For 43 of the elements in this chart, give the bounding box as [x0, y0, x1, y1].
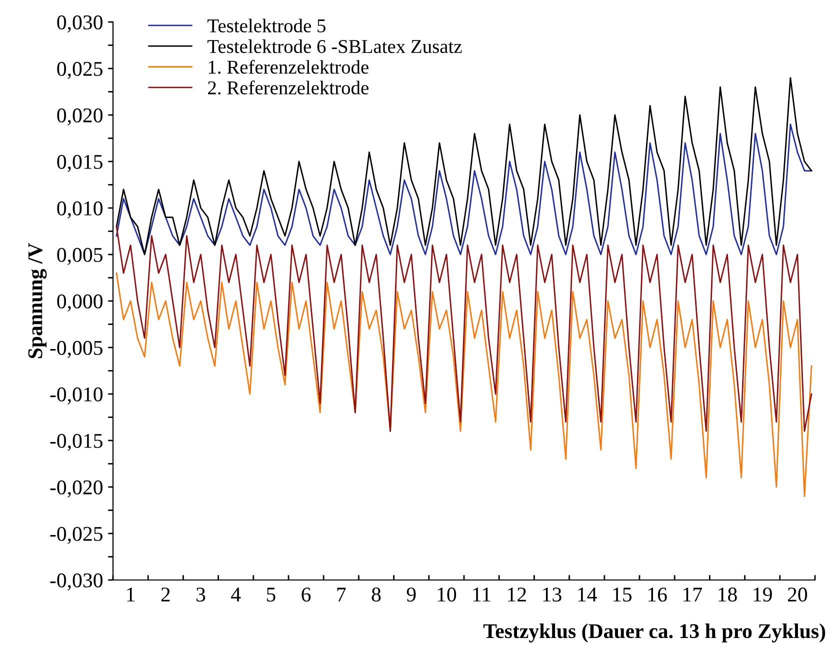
x-tick-label: 20 — [788, 588, 808, 602]
x-axis-title: Testzyklus (Dauer ca. 13 h pro Zyklus) — [483, 624, 826, 642]
x-tick-label: 18 — [718, 588, 737, 602]
legend-label: 1. Referenzelektrode — [208, 60, 368, 74]
line-series — [116, 226, 812, 432]
x-tick-label: 4 — [231, 588, 241, 602]
y-tick-label: -0,010 — [50, 387, 102, 404]
x-tick-label: 15 — [613, 588, 632, 602]
y-tick-label: -0,020 — [50, 480, 102, 498]
x-tick-label: 16 — [648, 588, 667, 602]
x-tick-label: 17 — [684, 588, 702, 602]
x-tick-label: 9 — [406, 588, 416, 602]
x-tick-label: 1 — [127, 588, 135, 602]
x-tick-label: 10 — [438, 588, 456, 602]
x-tick-label: 13 — [543, 588, 562, 602]
y-tick-label: -0,015 — [50, 434, 102, 451]
line-series — [116, 124, 812, 256]
x-tick-label: 3 — [196, 588, 206, 602]
y-tick-label: 0,025 — [57, 62, 102, 79]
y-tick-label: 0,015 — [57, 154, 102, 172]
x-tick-label: 8 — [372, 588, 381, 602]
legend-label: Testelektrode 6 -SBLatex Zusatz — [208, 39, 462, 54]
line-series — [116, 77, 812, 256]
y-tick-label: 0,030 — [57, 15, 102, 32]
x-tick-label: 5 — [266, 588, 276, 602]
line-series — [116, 272, 812, 497]
y-tick-label: -0,005 — [50, 340, 102, 358]
y-tick-label: -0,030 — [50, 573, 102, 590]
legend-label: Testelektrode 5 — [208, 18, 326, 32]
x-tick-label: 2 — [161, 588, 170, 602]
x-tick-label: 11 — [473, 588, 490, 602]
x-tick-label: 6 — [302, 588, 311, 602]
x-tick-label: 19 — [754, 588, 772, 602]
x-tick-label: 7 — [337, 588, 346, 602]
y-tick-label: -0,025 — [50, 526, 102, 544]
legend-label: 2. Referenzelektrode — [208, 80, 368, 95]
y-tick-label: 0,010 — [57, 201, 102, 218]
y-tick-label: 0,020 — [57, 108, 102, 126]
x-tick-label: 12 — [508, 588, 526, 602]
y-tick-label: 0,000 — [57, 294, 102, 312]
y-axis-title: Spannung /V — [28, 243, 47, 358]
x-tick-label: 14 — [578, 588, 597, 602]
y-tick-label: 0,005 — [57, 248, 102, 265]
